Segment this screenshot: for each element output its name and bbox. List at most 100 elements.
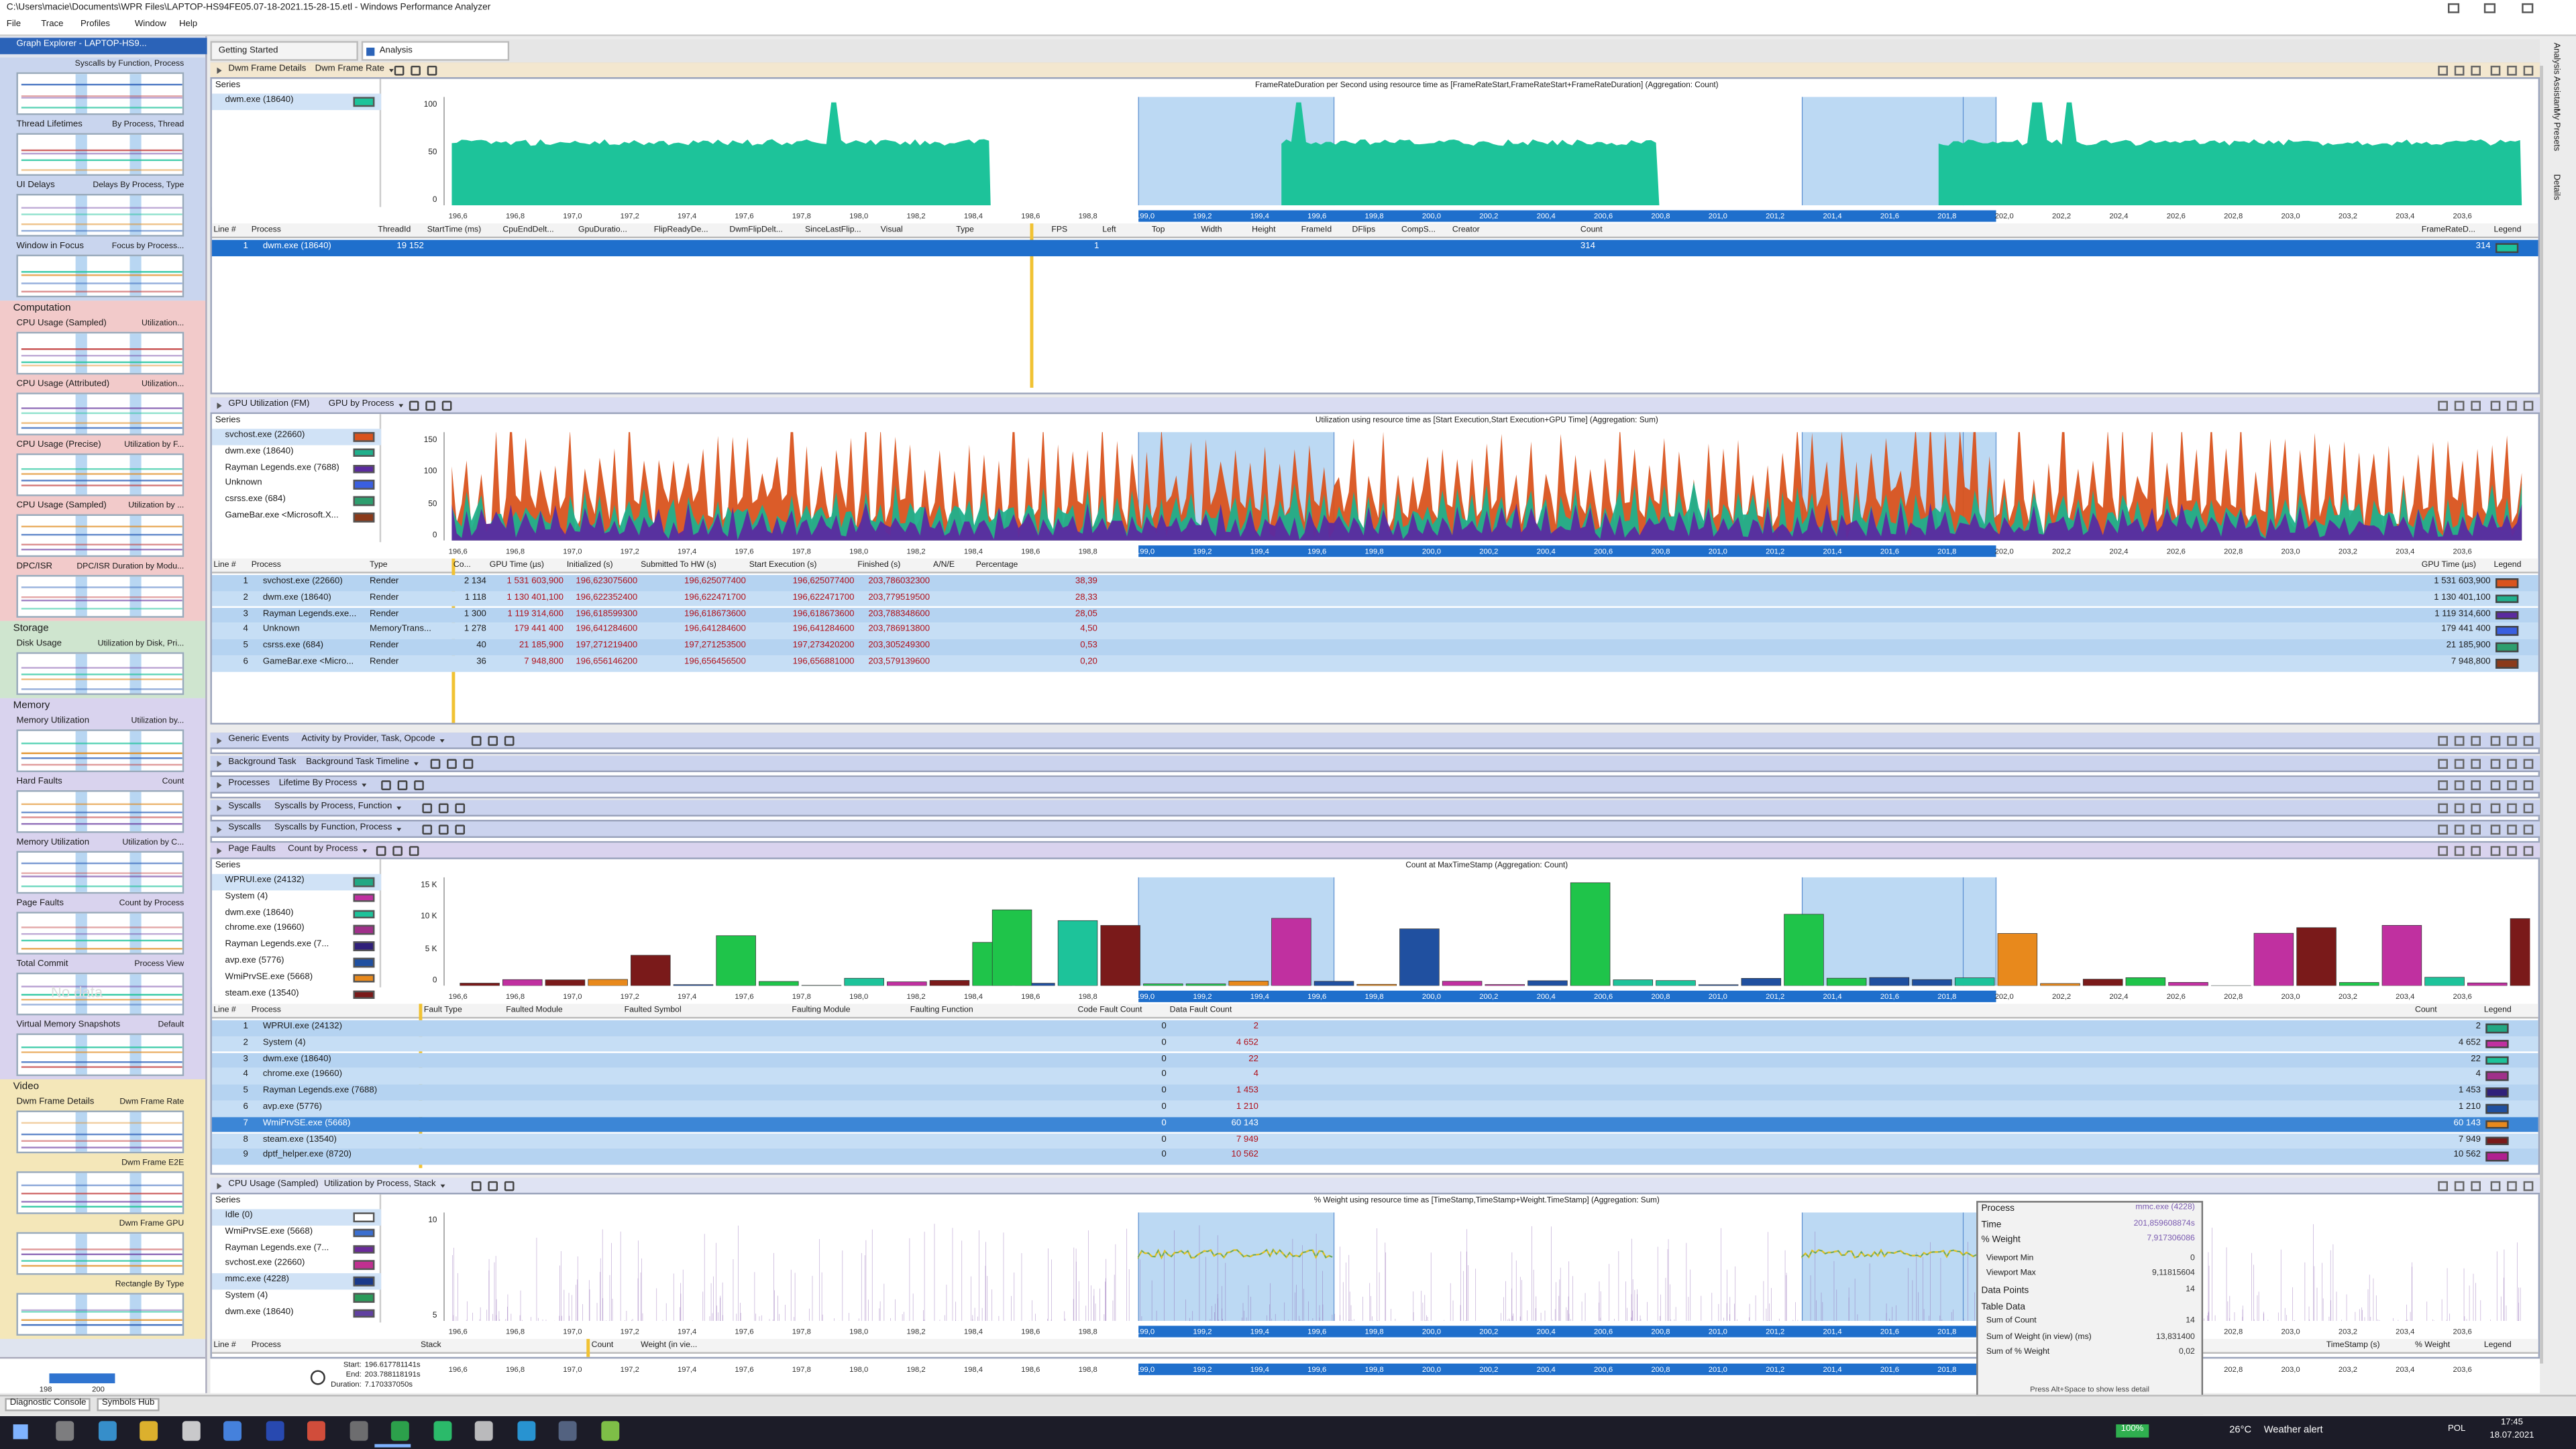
panel-button[interactable] <box>2438 736 2448 746</box>
panel-button[interactable] <box>2438 65 2448 76</box>
status-tab[interactable]: Diagnostic Console <box>5 1398 91 1411</box>
expander[interactable] <box>217 805 222 812</box>
panel-button[interactable] <box>2507 400 2517 411</box>
panel-button[interactable] <box>2490 1181 2501 1191</box>
expander[interactable] <box>217 826 222 833</box>
panel-title[interactable]: Page Faults <box>228 844 276 855</box>
graph-preset[interactable]: Utilization by... <box>131 716 184 727</box>
taskbar-icon[interactable] <box>56 1421 74 1441</box>
graph-thumbnail[interactable] <box>16 729 184 773</box>
graph-preset[interactable]: Dwm Frame Rate <box>119 1097 184 1108</box>
group-header[interactable]: Video <box>13 1081 40 1093</box>
expander[interactable] <box>217 847 222 855</box>
expander[interactable] <box>217 402 222 409</box>
panel-title[interactable]: Generic Events <box>228 734 289 745</box>
toolbar-icon[interactable] <box>488 736 498 746</box>
toolbar-icon[interactable] <box>409 846 420 856</box>
column-header[interactable]: Data Fault Count <box>1169 1005 1232 1016</box>
panel-button[interactable] <box>2507 65 2517 76</box>
graph-thumbnail[interactable] <box>16 453 184 496</box>
chart-plot[interactable] <box>443 1212 2530 1321</box>
table-row[interactable] <box>211 1036 2538 1053</box>
column-header[interactable]: Fault Type <box>423 1005 462 1016</box>
series-item[interactable] <box>211 1209 382 1225</box>
column-header[interactable]: Height <box>1252 225 1276 235</box>
menu-item[interactable]: Trace <box>41 19 64 30</box>
graph-thumbnail[interactable] <box>16 1171 184 1214</box>
toolbar-icon[interactable] <box>447 759 458 769</box>
graph-name[interactable]: CPU Usage (Sampled) <box>16 319 107 329</box>
graph-name[interactable]: Thread Lifetimes <box>16 119 83 130</box>
graph-name[interactable]: CPU Usage (Sampled) <box>16 500 107 511</box>
column-header[interactable]: Code Fault Count <box>1077 1005 1142 1016</box>
panel-button[interactable] <box>2523 400 2534 411</box>
column-header[interactable]: Start Execution (s) <box>749 560 817 570</box>
panel-button[interactable] <box>2507 736 2517 746</box>
series-name[interactable]: steam.exe (13540) <box>225 988 299 998</box>
column-header[interactable]: FPS <box>1051 225 1068 235</box>
menu-item[interactable]: Profiles <box>80 19 111 30</box>
clock-date[interactable]: 18.07.2021 <box>2489 1431 2534 1441</box>
graph-name[interactable]: Window in Focus <box>16 241 85 252</box>
column-header[interactable]: A/N/E <box>933 560 955 570</box>
expander[interactable] <box>217 1183 222 1190</box>
toolbar-icon[interactable] <box>425 400 435 411</box>
expander[interactable] <box>217 760 222 767</box>
panel-button[interactable] <box>2471 803 2481 814</box>
column-header[interactable]: DwmFlipDelt... <box>729 225 783 235</box>
taskbar-icon[interactable] <box>307 1421 325 1441</box>
panel-button[interactable] <box>2471 780 2481 790</box>
table-row[interactable] <box>211 1116 2538 1133</box>
toolbar-icon[interactable] <box>414 780 424 790</box>
graph-preset[interactable]: By Process, Thread <box>111 119 184 130</box>
panel-button[interactable] <box>2490 780 2501 790</box>
expander[interactable] <box>217 737 222 745</box>
series-name[interactable]: dwm.exe (18640) <box>225 1307 294 1318</box>
panel-button[interactable] <box>2454 1181 2465 1191</box>
column-header[interactable]: Legend <box>2493 225 2522 235</box>
panel-button[interactable] <box>2507 780 2517 790</box>
series-name[interactable]: WmiPrvSE.exe (5668) <box>225 972 313 982</box>
column-header[interactable]: SinceLastFlip... <box>805 225 861 235</box>
panel-button[interactable] <box>2471 824 2481 835</box>
graph-name[interactable]: DPC/ISR <box>16 561 53 572</box>
graph-thumbnail[interactable] <box>16 652 184 695</box>
panel-button[interactable] <box>2438 803 2448 814</box>
panel-button[interactable] <box>2454 824 2465 835</box>
panel-button[interactable] <box>2507 846 2517 856</box>
expander[interactable] <box>217 67 222 74</box>
graph-preset[interactable]: Rectangle By Type <box>115 1279 184 1290</box>
column-header[interactable]: Percentage <box>975 560 1018 570</box>
panel-button[interactable] <box>2523 846 2534 856</box>
graph-name[interactable]: Total Commit <box>16 959 68 969</box>
column-header[interactable]: CompS... <box>1401 225 1436 235</box>
panel-button[interactable] <box>2507 824 2517 835</box>
taskbar-icon[interactable] <box>517 1421 535 1441</box>
series-name[interactable]: csrss.exe (684) <box>225 494 286 505</box>
column-header[interactable]: GPU Time (µs) <box>2421 560 2477 570</box>
panel-button[interactable] <box>2454 400 2465 411</box>
table-row[interactable] <box>211 607 2538 623</box>
column-header[interactable]: FlipReadyDe... <box>653 225 708 235</box>
column-header[interactable]: % Weight <box>2415 1340 2451 1351</box>
panel-button[interactable] <box>2490 400 2501 411</box>
graph-thumbnail[interactable] <box>16 392 184 435</box>
toolbar-icon[interactable] <box>381 780 391 790</box>
column-header[interactable]: FrameId <box>1301 225 1332 235</box>
column-header[interactable]: Legend <box>2483 1005 2512 1016</box>
panel-button[interactable] <box>2438 1181 2448 1191</box>
panel-button[interactable] <box>2490 846 2501 856</box>
graph-name[interactable]: Memory Utilization <box>16 716 90 727</box>
preset-selector[interactable]: Count by Process <box>288 845 368 856</box>
column-header[interactable]: FrameRateD... <box>2421 225 2476 235</box>
panel-button[interactable] <box>2471 1181 2481 1191</box>
chart-plot[interactable] <box>443 877 2530 986</box>
panel-button[interactable] <box>2438 780 2448 790</box>
graph-name[interactable]: UI Delays <box>16 180 55 191</box>
taskbar-icon[interactable] <box>265 1421 284 1441</box>
toolbar-icon[interactable] <box>441 400 451 411</box>
column-header[interactable]: Process <box>251 1005 281 1016</box>
column-header[interactable]: Faulted Module <box>506 1005 563 1016</box>
graph-preset[interactable]: Focus by Process... <box>111 241 184 252</box>
column-header[interactable]: Weight (in vie... <box>641 1340 698 1351</box>
